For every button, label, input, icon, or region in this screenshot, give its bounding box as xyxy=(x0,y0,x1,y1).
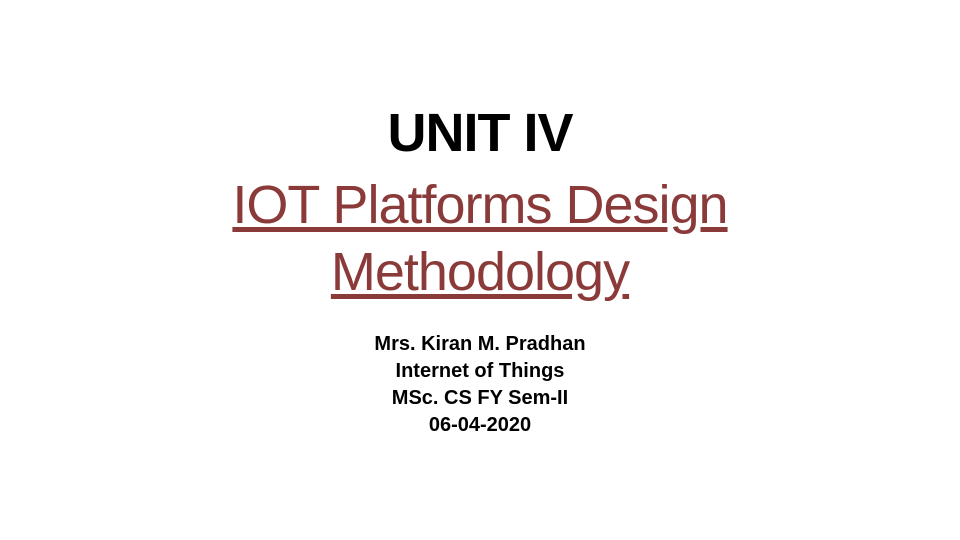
subject-name: Internet of Things xyxy=(374,358,585,385)
title-line-1: IOT Platforms Design xyxy=(232,175,727,235)
author-name: Mrs. Kiran M. Pradhan xyxy=(374,331,585,358)
course-name: MSc. CS FY Sem-II xyxy=(374,385,585,412)
title-heading: IOT Platforms Design Methodology xyxy=(232,172,727,307)
unit-heading: UNIT IV xyxy=(387,102,572,164)
slide-date: 06-04-2020 xyxy=(374,412,585,439)
slide-details: Mrs. Kiran M. Pradhan Internet of Things… xyxy=(374,331,585,439)
title-line-2: Methodology xyxy=(331,242,629,302)
slide-container: UNIT IV IOT Platforms Design Methodology… xyxy=(232,102,727,439)
